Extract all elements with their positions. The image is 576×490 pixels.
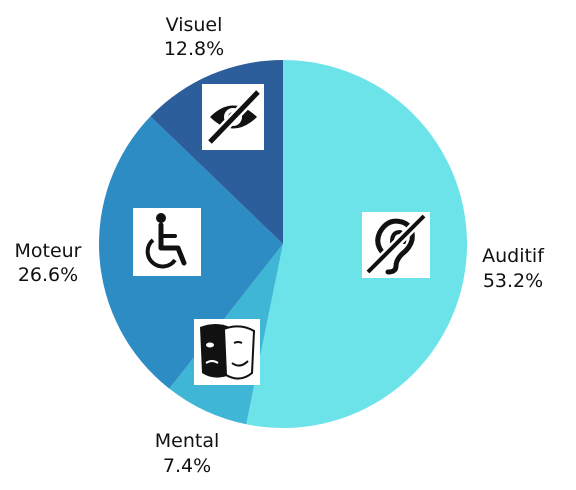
label-mental-value: 7.4% bbox=[163, 455, 211, 477]
pie-slice-auditif bbox=[246, 60, 468, 428]
mental-disability-mask-icon bbox=[194, 319, 260, 385]
label-moteur-value: 26.6% bbox=[18, 264, 78, 286]
label-auditif-value: 53.2% bbox=[483, 270, 543, 292]
hearing-impairment-icon bbox=[362, 212, 430, 278]
label-mental-name: Mental bbox=[155, 430, 220, 452]
label-moteur-name: Moteur bbox=[14, 240, 81, 262]
wheelchair-icon bbox=[133, 208, 201, 276]
visual-impairment-icon bbox=[202, 84, 264, 150]
label-visuel-value: 12.8% bbox=[164, 38, 224, 60]
label-auditif-name: Auditif bbox=[482, 245, 545, 267]
label-visuel-name: Visuel bbox=[166, 14, 223, 36]
